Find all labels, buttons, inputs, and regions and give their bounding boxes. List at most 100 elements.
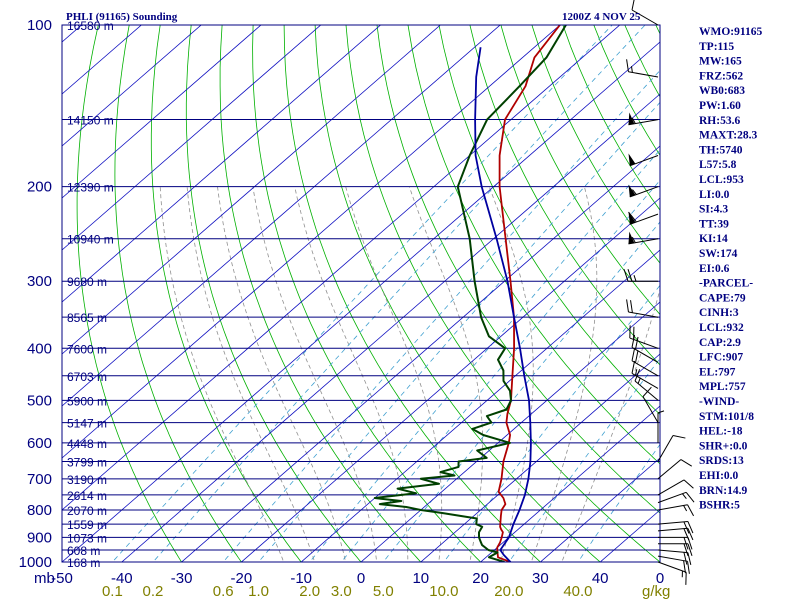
wind-barb-pennant — [628, 184, 636, 197]
wind-barb-staff — [634, 380, 659, 401]
wind-barb-half-flag — [681, 570, 683, 578]
isotherm — [62, 25, 322, 251]
height-label: 608 m — [67, 544, 100, 558]
wind-barb-full-flag — [629, 325, 631, 339]
mixing-ratio-line — [258, 101, 660, 562]
index-entry: TP:115 — [699, 41, 734, 53]
dry-adiabat — [531, 25, 660, 264]
dry-adiabat — [438, 25, 660, 416]
dry-adiabat — [283, 25, 541, 562]
index-entry: LCL:953 — [699, 174, 744, 186]
station-title: PHLI (91165) Sounding — [66, 11, 178, 23]
wind-barb-full-flag — [633, 326, 635, 340]
wind-barb-half-flag — [630, 66, 633, 73]
wind-barb-full-flag — [687, 521, 694, 534]
wind-barb-staff — [657, 491, 687, 504]
height-label: 6703 m — [67, 370, 107, 384]
wind-barb-full-flag — [680, 459, 693, 467]
index-entry: HEL:-18 — [699, 426, 743, 438]
index-entry: SRDS:13 — [699, 455, 744, 467]
moist-adiabat — [217, 186, 347, 562]
wind-barb — [623, 269, 658, 282]
height-label: 5900 m — [67, 394, 107, 408]
wind-barb-staff — [629, 155, 659, 167]
pressure-tick-label: 400 — [27, 340, 52, 357]
height-label: 8565 m — [67, 311, 107, 325]
height-label: 1559 m — [67, 518, 107, 532]
wind-barb-staff — [657, 459, 682, 480]
wind-barb-full-flag — [687, 552, 692, 566]
index-entry: EHI:0.0 — [699, 470, 739, 482]
wind-barb-half-flag — [634, 369, 638, 376]
mixing-ratio-label: 2.0 — [299, 583, 320, 600]
wind-barb-full-flag — [683, 543, 689, 556]
wind-barb-staff — [657, 555, 688, 562]
wind-barb — [628, 231, 659, 245]
index-entry: LCL:932 — [699, 322, 744, 334]
wind-barb-staff — [657, 479, 685, 496]
background-grid — [62, 25, 660, 562]
mixing-ratio-label: 0.2 — [143, 583, 164, 600]
wind-barb-full-flag — [631, 334, 636, 348]
pressure-tick-label: 300 — [27, 273, 52, 290]
height-label: 168 m — [67, 556, 100, 570]
wind-barb-full-flag — [683, 528, 690, 541]
wind-barb — [626, 59, 659, 78]
isotherm — [62, 25, 441, 355]
index-entry: EL:797 — [699, 366, 736, 378]
height-label: 16580 m — [67, 19, 114, 33]
wind-barb-full-flag — [672, 435, 686, 439]
wind-barb-staff — [657, 549, 688, 554]
index-entry: CINH:3 — [699, 307, 739, 319]
wind-barb — [657, 504, 695, 517]
index-entry: TT:39 — [699, 218, 729, 230]
isotherm — [360, 301, 660, 562]
temperature-tick-label: 40 — [592, 570, 609, 587]
mixing-ratio-label: 0.1 — [102, 583, 123, 600]
wind-barb — [657, 527, 694, 541]
moist-adiabat — [408, 186, 484, 562]
pressure-tick-label: 700 — [27, 471, 52, 488]
wind-barb-full-flag — [634, 369, 641, 382]
index-entry: TH:5740 — [699, 144, 743, 156]
height-label: 4448 m — [67, 437, 107, 451]
pressure-tick-label: 100 — [27, 17, 52, 34]
temperature-tick-label: 10 — [412, 570, 429, 587]
wind-barb-half-flag — [657, 410, 665, 414]
wind-barb-staff — [657, 520, 688, 525]
isotherm — [62, 25, 382, 303]
wind-barb-full-flag — [631, 360, 636, 374]
index-entry: BRN:14.9 — [699, 485, 747, 497]
pressure-tick-label: 800 — [27, 502, 52, 519]
mixing-ratio-label: 10.0 — [429, 583, 458, 600]
wind-barb-full-flag — [626, 299, 629, 313]
pressure-tick-label: 500 — [27, 392, 52, 409]
parcel-line — [474, 47, 532, 562]
dry-adiabat — [76, 25, 183, 562]
wind-barb — [657, 491, 695, 504]
index-entry: MAXT:28.3 — [699, 130, 757, 142]
dewpoint-line — [373, 25, 567, 562]
wind-barb-half-flag — [637, 377, 641, 384]
wind-barb-full-flag — [687, 543, 693, 556]
wind-barb-staff — [657, 561, 687, 573]
wind-barb-half-flag — [631, 117, 636, 124]
index-entry: LFC:907 — [699, 352, 743, 364]
index-entry: WB0:683 — [699, 85, 745, 97]
moist-adiabat — [294, 186, 409, 562]
wind-barb-full-flag — [628, 211, 637, 223]
mixing-ratio-label: 20.0 — [494, 583, 523, 600]
wind-barb — [657, 561, 687, 585]
mixing-ratio-line — [111, 25, 613, 562]
temperature-tick-label: 0 — [357, 570, 365, 587]
pressure-tick-label: 900 — [27, 529, 52, 546]
index-entry: -WIND- — [699, 396, 739, 408]
wind-barb-full-flag — [683, 560, 686, 574]
moist-adiabat — [186, 186, 316, 562]
wind-barb-half-flag — [632, 189, 637, 195]
wind-barb-full-flag — [631, 348, 636, 361]
moist-adiabat — [345, 186, 443, 562]
index-entry: SI:4.3 — [699, 204, 728, 216]
wind-barb-full-flag — [687, 504, 695, 517]
index-entry: SHR+:0.0 — [699, 440, 748, 452]
